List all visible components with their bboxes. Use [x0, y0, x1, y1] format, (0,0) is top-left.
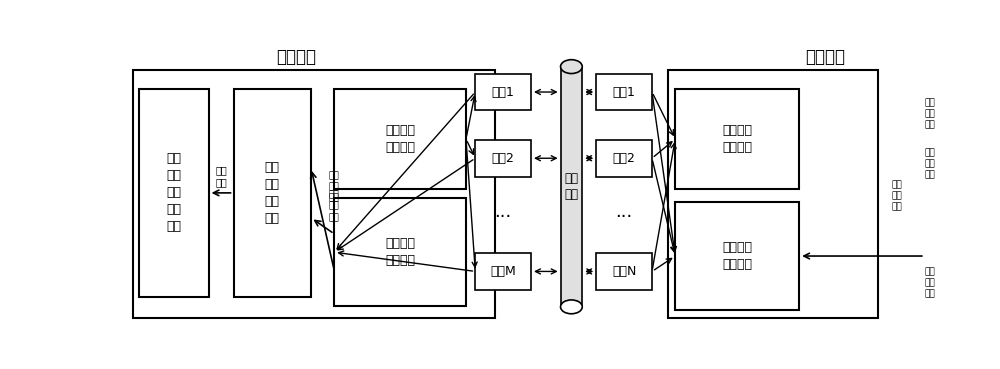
Text: 询问消息
处理单元: 询问消息 处理单元 [722, 124, 752, 154]
Text: 应答消息
处理单元: 应答消息 处理单元 [385, 237, 415, 267]
Text: 询问
到达
时间: 询问 到达 时间 [925, 148, 936, 180]
Bar [596, 253, 652, 290]
Bar [139, 89, 209, 297]
Bar [668, 70, 878, 318]
Text: 本地
时钟
动态
调整
单元: 本地 时钟 动态 调整 单元 [166, 152, 181, 233]
Bar [133, 70, 495, 318]
Bar [334, 198, 466, 306]
Text: 应答
到达
时间: 应答 到达 时间 [329, 191, 340, 222]
Bar [475, 73, 531, 110]
Text: 应答节点: 应答节点 [806, 48, 846, 66]
Text: ...: ... [495, 203, 512, 221]
Text: 应答消息
生成单元: 应答消息 生成单元 [722, 241, 752, 271]
Text: ...: ... [615, 203, 633, 221]
Ellipse shape [561, 60, 582, 73]
Text: 天线1: 天线1 [613, 86, 636, 99]
Bar [334, 89, 466, 189]
Text: 天线M: 天线M [490, 265, 516, 278]
Text: 天线2: 天线2 [613, 152, 636, 165]
Text: 天线1: 天线1 [492, 86, 515, 99]
Bar [596, 73, 652, 110]
Bar [475, 253, 531, 290]
Text: 应答
天线
编号: 应答 天线 编号 [925, 99, 936, 130]
Text: 询问
到达
时间: 询问 到达 时间 [329, 172, 340, 203]
Bar [561, 67, 582, 307]
Text: 天线2: 天线2 [492, 152, 515, 165]
Text: 询问
天线
编号: 询问 天线 编号 [925, 268, 936, 299]
Text: 天线N: 天线N [612, 265, 636, 278]
Text: 询问
到达
时间: 询问 到达 时间 [891, 180, 902, 211]
Text: 时间
偏差
计算
单元: 时间 偏差 计算 单元 [265, 161, 280, 225]
Text: 无线
信道: 无线 信道 [564, 172, 578, 201]
Text: 询问节点: 询问节点 [276, 48, 316, 66]
Bar [234, 89, 311, 297]
Ellipse shape [561, 300, 582, 314]
Text: 询问消息
生成单元: 询问消息 生成单元 [385, 124, 415, 154]
Text: 时间
偏差: 时间 偏差 [215, 165, 227, 187]
Bar [596, 140, 652, 177]
Bar [475, 140, 531, 177]
Bar [675, 89, 799, 189]
Bar [675, 202, 799, 310]
